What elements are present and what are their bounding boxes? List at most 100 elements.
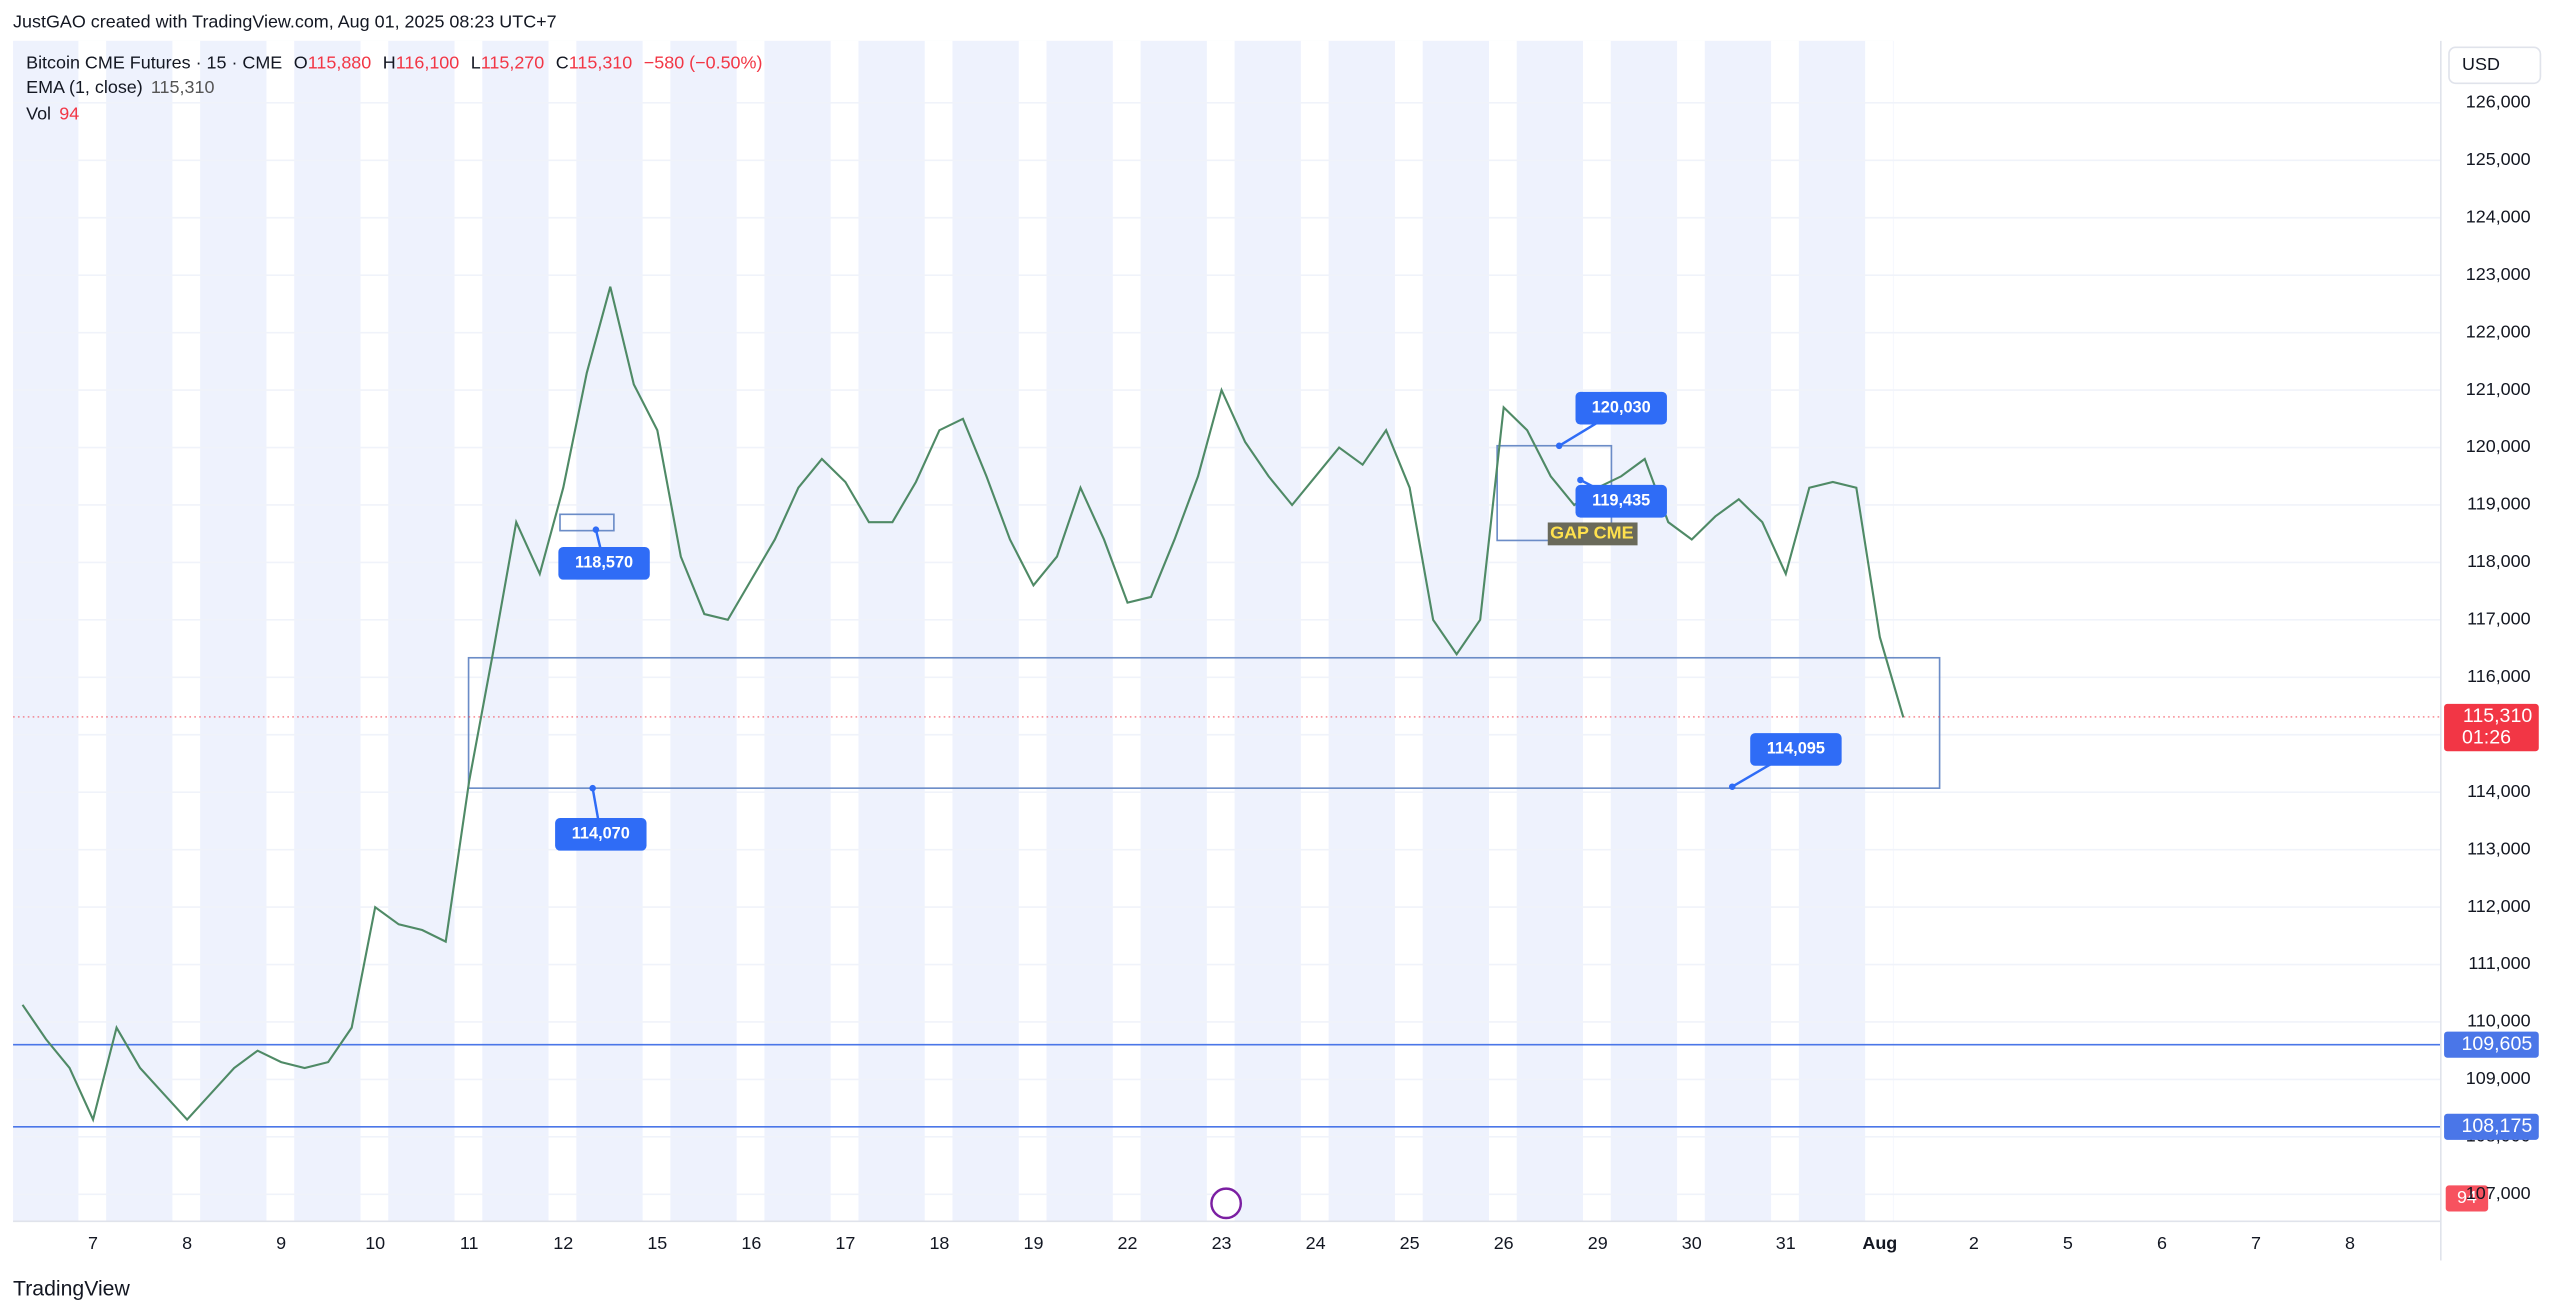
plot: 118,570 114,070 114,095 120,030 119,435 GAP C… (13, 286, 2441, 1128)
last-price-badge (2444, 703, 2539, 752)
x-tick-label: 12 (553, 1233, 573, 1253)
x-tick-label: 30 (1682, 1233, 1702, 1253)
y-tick-label: 123,000 (2466, 264, 2531, 284)
vol-badge (2445, 1185, 2489, 1212)
y-tick-label: 121,000 (2466, 379, 2531, 399)
ohlc-key: L (471, 52, 481, 72)
session-gap (1583, 40, 1611, 1222)
ema-line: EMA (1, close) 115,310 (26, 77, 214, 97)
y-tick-label: 120,000 (2466, 436, 2531, 456)
callout-label: 114,070 (572, 825, 630, 843)
callout-box (555, 818, 647, 851)
symbol: Bitcoin CME Futures · 15 · CME (26, 52, 282, 72)
y-tick-label: 113,000 (2467, 838, 2531, 858)
session-gap (454, 40, 483, 1222)
footer: TradingView (13, 1277, 130, 1300)
session-gap (360, 40, 389, 1222)
session-band (13, 40, 1894, 1222)
x-tick-label: 19 (1023, 1233, 1043, 1253)
session-gap (642, 40, 671, 1222)
x-tick-label: 26 (1494, 1233, 1514, 1253)
currency-button[interactable] (2448, 46, 2542, 85)
grid (13, 102, 2441, 1196)
callout-box (1575, 484, 1667, 518)
ema: EMA (1, close) (26, 77, 143, 97)
session-gap (1771, 40, 1799, 1222)
ema-value: 115,310 (151, 77, 215, 97)
y-tick-label: 124,000 (2466, 206, 2531, 226)
x-tick-label: 23 (1212, 1233, 1232, 1253)
price-badge (2444, 1031, 2539, 1058)
x-tick-label: 7 (88, 1233, 98, 1253)
y-tick-label: 122,000 (2466, 321, 2531, 341)
y-tick-label: 119,000 (2467, 494, 2531, 514)
y-tick-label: 125,000 (2466, 149, 2531, 169)
ohlc-value: 115,310 (569, 52, 633, 72)
callout-box (558, 546, 650, 580)
price-badge-label: 108,175 (2461, 1115, 2532, 1137)
y-tick-label: 109,000 (2466, 1068, 2531, 1088)
callout-label: 119,435 (1592, 492, 1650, 510)
x-tick-label: 10 (365, 1233, 385, 1253)
countdown: 01:26 (2462, 726, 2511, 748)
range-box (559, 513, 615, 532)
x-tick-label: 17 (835, 1233, 855, 1253)
gap-label-box (1547, 522, 1638, 546)
x-tick-label: 9 (276, 1233, 286, 1253)
ohlc-key: H (383, 52, 396, 72)
session-gap (1112, 40, 1141, 1222)
ohlc-value: 116,100 (396, 52, 460, 72)
price-badge-label: 109,605 (2461, 1033, 2532, 1055)
session-gap (1018, 40, 1047, 1222)
vol-line: Vol 94 (26, 103, 79, 123)
x-tick-label: 2 (1969, 1233, 1979, 1253)
session-gap (1488, 40, 1517, 1222)
callout-box (1575, 391, 1667, 425)
session-gap (172, 40, 201, 1222)
currency[interactable]: USD (2462, 54, 2500, 74)
session-gap (78, 40, 107, 1222)
ohlc-key: C (556, 52, 569, 72)
ohlc-value: 115,880 (308, 52, 372, 72)
y-tick-label: 110,000 (2467, 1011, 2531, 1031)
ohlc-key: O (294, 52, 308, 72)
x-tick-label: 11 (460, 1233, 479, 1253)
session-gap (736, 40, 765, 1222)
callout-point (1577, 476, 1584, 484)
x-tick-label: 29 (1588, 1233, 1608, 1253)
callout-box (1750, 733, 1842, 766)
y-tick-label: 126,000 (2466, 92, 2531, 112)
callout-point (1555, 442, 1563, 450)
zone-box (467, 656, 1941, 789)
callout-point (1728, 783, 1736, 790)
y-tick-label: 112,000 (2467, 896, 2531, 916)
callout-point (592, 526, 600, 533)
session-gap (266, 40, 295, 1222)
x-tick-label: Aug (1862, 1233, 1897, 1253)
x-tick-label: 6 (2157, 1233, 2167, 1253)
session-gap (1300, 40, 1329, 1222)
x-tick-label: 31 (1776, 1233, 1796, 1253)
callout-label: 120,030 (1592, 399, 1651, 417)
x-tick-label: 8 (182, 1233, 192, 1253)
session-gap (1677, 40, 1705, 1222)
gap-label: GAP CME (1550, 523, 1633, 543)
last-price-label: 115,310 (2463, 705, 2532, 727)
change: −580 (−0.50%) (644, 52, 763, 72)
y-tick-label: 117,000 (2467, 609, 2531, 629)
callout-point (589, 784, 596, 792)
x-tick-label: 25 (1400, 1233, 1420, 1253)
y-tick-label: 114,000 (2467, 781, 2531, 801)
vol-badge-label: 94 (2457, 1187, 2477, 1207)
x-tick-label: 15 (647, 1233, 667, 1253)
y-tick-label: 111,000 (2468, 953, 2530, 973)
event-icon[interactable] (1210, 1187, 1243, 1220)
vol-value: 94 (59, 103, 79, 123)
price-badge (2444, 1113, 2539, 1140)
legend-line: Bitcoin CME Futures · 15 · CME O115,880 … (26, 52, 762, 72)
ohlc-value: 115,270 (481, 52, 545, 72)
y-tick-label: 107,000 (2466, 1183, 2531, 1203)
session-gap (924, 40, 953, 1222)
